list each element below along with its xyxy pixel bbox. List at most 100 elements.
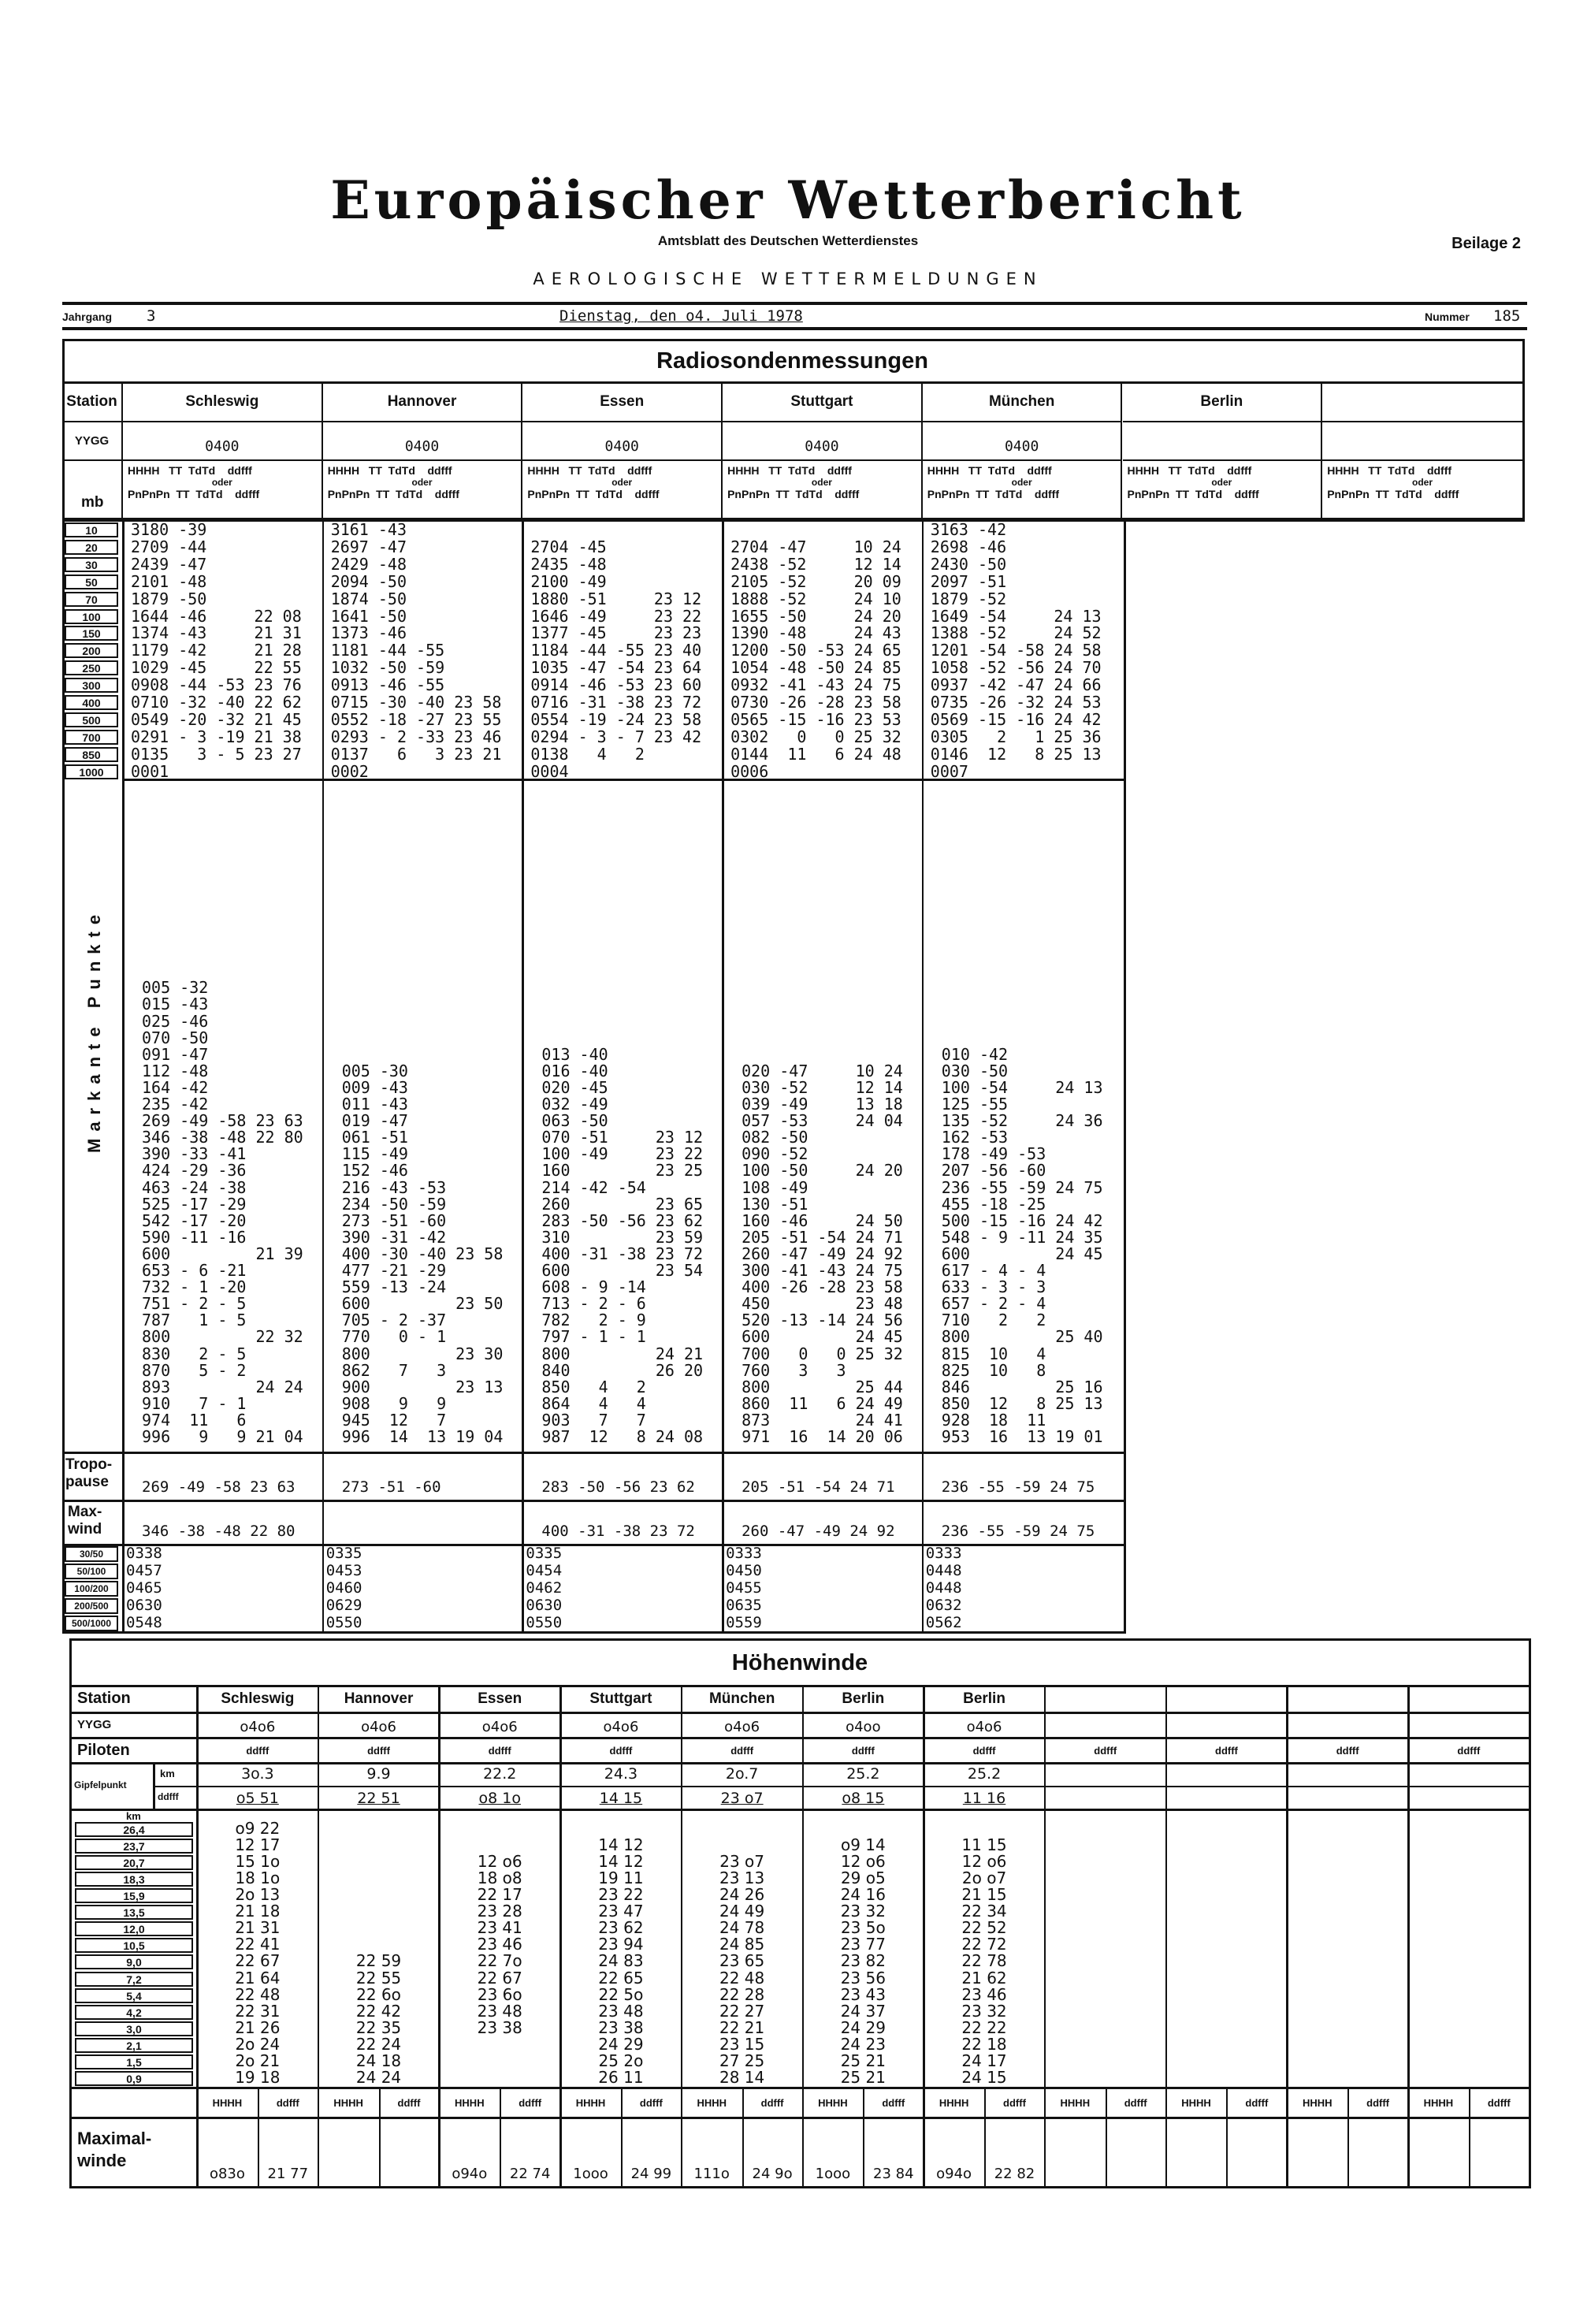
- marked-point-row: 030 -50: [941, 1061, 1009, 1080]
- piloten-ddfff: ddfff: [246, 1744, 269, 1757]
- wind-value: 25 21: [840, 2051, 886, 2070]
- station-name: Stuttgart: [723, 382, 923, 422]
- marked-point-row: 346 -38 -48 22 80: [142, 1128, 303, 1147]
- max-hhhh-value: 1ooo: [815, 2166, 851, 2182]
- station-name: Schleswig: [221, 1690, 295, 1707]
- marked-point-row: 135 -52 24 36: [941, 1111, 1103, 1131]
- marked-point-row: 214 -42 -54: [541, 1177, 646, 1197]
- wind-value: 23 32: [840, 1902, 886, 1921]
- wind-value: 22 59: [355, 1951, 402, 1971]
- thickness-label: 100/200: [65, 1581, 118, 1597]
- marked-point-row: 160 23 25: [541, 1161, 704, 1181]
- hhhh-header: HHHH: [939, 2096, 969, 2109]
- station-name: [1166, 1686, 1288, 1712]
- marked-point-row: 400 -26 -28 23 58: [742, 1277, 903, 1297]
- column-divider: [722, 519, 724, 1632]
- standard-level-row: 0715 -30 -40 23 58: [330, 693, 502, 712]
- wind-value: 22 34: [961, 1902, 1007, 1921]
- row-rule: [71, 1685, 1529, 1687]
- thickness-value: 0453: [325, 1562, 362, 1579]
- half-divider: [1226, 2088, 1228, 2187]
- hoehenwinde-title: Höhenwinde: [731, 1649, 868, 1675]
- half-divider: [378, 2088, 381, 2187]
- standard-level-row: 1888 -52 24 10: [730, 589, 901, 608]
- column-header: HHHH TT TdTd ddfff oder PnPnPn TT TdTd ddf…: [922, 461, 1123, 519]
- wind-value: 23 41: [477, 1918, 522, 1938]
- wind-value: 23 38: [477, 2017, 522, 2037]
- marked-point-row: 057 -53 24 04: [742, 1111, 903, 1131]
- column-header: HHHH TT TdTd ddfff oder PnPnPn TT TdTd ddf…: [322, 461, 523, 519]
- tropopause-label: Tropo- pause: [65, 1456, 113, 1490]
- wind-value: 23 94: [598, 1935, 644, 1954]
- standard-level-row: 2429 -48: [330, 554, 407, 574]
- yygg-label: YYGG: [62, 422, 123, 461]
- ddfff-header: ddfff: [1487, 2096, 1511, 2109]
- row-rule: [71, 1712, 1529, 1714]
- standard-level-row: 0735 -26 -32 24 53: [930, 693, 1102, 712]
- column-divider: [801, 1686, 804, 2187]
- wind-value: 19 18: [235, 2067, 281, 2087]
- wind-value: 11 15: [961, 1835, 1007, 1855]
- wind-value: 21 62: [961, 1968, 1007, 1987]
- marked-point-row: 617 - 4 - 4: [941, 1261, 1046, 1280]
- marked-point-row: 063 -50: [541, 1111, 608, 1131]
- hhhh-header: HHHH: [212, 2096, 243, 2109]
- wind-value: 21 26: [235, 2017, 281, 2037]
- marked-point-row: 850 4 2: [541, 1377, 646, 1396]
- wind-value: 12 o6: [961, 1852, 1007, 1872]
- column-divider: [559, 1686, 562, 2187]
- thickness-value: 0559: [726, 1614, 762, 1631]
- column-divider: [1407, 1686, 1410, 2187]
- marked-point-row: 100 -49 23 22: [541, 1144, 704, 1164]
- standard-level-row: 0144 11 6 24 48: [730, 744, 901, 764]
- hhhh-header: HHHH: [333, 2096, 363, 2109]
- marked-point-row: 115 -49: [341, 1144, 408, 1164]
- altitude-level-label: 7,2: [75, 1971, 193, 1987]
- station-yygg: o4o6: [966, 1718, 1002, 1735]
- standard-level-row: 2439 -47: [131, 554, 207, 574]
- station-yygg: [1122, 422, 1323, 461]
- wind-value: 28 14: [719, 2067, 765, 2087]
- thickness-value: 0455: [726, 1579, 762, 1597]
- marked-point-row: 390 -31 -42: [341, 1227, 447, 1247]
- marked-point-row: 039 -49 13 18: [742, 1095, 903, 1114]
- thickness-value: 0630: [526, 1597, 563, 1614]
- yygg-label: YYGG: [77, 1718, 112, 1731]
- max-ddfff-value: 21 77: [267, 2166, 309, 2182]
- column-divider: [1286, 1686, 1288, 2187]
- station-name: [1322, 382, 1522, 422]
- marked-point-row: 770 0 - 1: [341, 1327, 447, 1347]
- thickness-value: 0548: [126, 1614, 162, 1631]
- gipfel-km-value: 2o.7: [725, 1765, 759, 1783]
- wind-value: 23 13: [719, 1868, 765, 1888]
- marked-point-row: 996 9 9 21 04: [142, 1427, 303, 1446]
- wind-value: 22 18: [961, 2034, 1007, 2054]
- wind-value: 23 28: [477, 1902, 522, 1921]
- maxwind-value: 236 -55 -59 24 75: [941, 1523, 1095, 1540]
- marked-point-row: 025 -46: [142, 1011, 209, 1031]
- wind-value: 22 55: [355, 1968, 402, 1987]
- wind-value: 23 82: [840, 1951, 886, 1971]
- maxwind-value: 260 -47 -49 24 92: [742, 1523, 895, 1540]
- marked-point-row: 850 12 8 25 13: [941, 1393, 1103, 1413]
- wind-value: o9 22: [235, 1819, 281, 1838]
- standard-level-row: 0565 -15 -16 23 53: [730, 709, 901, 729]
- piloten-ddfff: ddfff: [1457, 1744, 1481, 1757]
- standard-level-row: 1655 -50 24 20: [730, 606, 901, 626]
- piloten-ddfff: ddfff: [609, 1744, 633, 1757]
- wind-value: 22 35: [355, 2017, 402, 2037]
- marked-point-row: 996 14 13 19 04: [341, 1427, 504, 1446]
- thickness-value: 0562: [925, 1614, 962, 1631]
- column-header-oder: oder: [1412, 477, 1433, 488]
- max-ddfff-value: 24 9o: [752, 2166, 793, 2182]
- gipfel-km-label: km: [160, 1768, 175, 1779]
- wind-value: 22 48: [719, 1968, 765, 1987]
- maximalwinde-label: Maximal- winde: [77, 2129, 152, 2170]
- marked-point-row: 600 23 50: [341, 1294, 504, 1314]
- gipfel-ddfff-value: o8 1o: [478, 1790, 521, 1807]
- wind-value: 23 43: [840, 1984, 886, 2004]
- wind-value: 23 56: [840, 1968, 886, 1987]
- standard-level-row: 2704 -47 10 24: [730, 537, 901, 556]
- marked-point-row: 800 24 21: [541, 1344, 704, 1363]
- wind-value: 27 25: [719, 2051, 765, 2070]
